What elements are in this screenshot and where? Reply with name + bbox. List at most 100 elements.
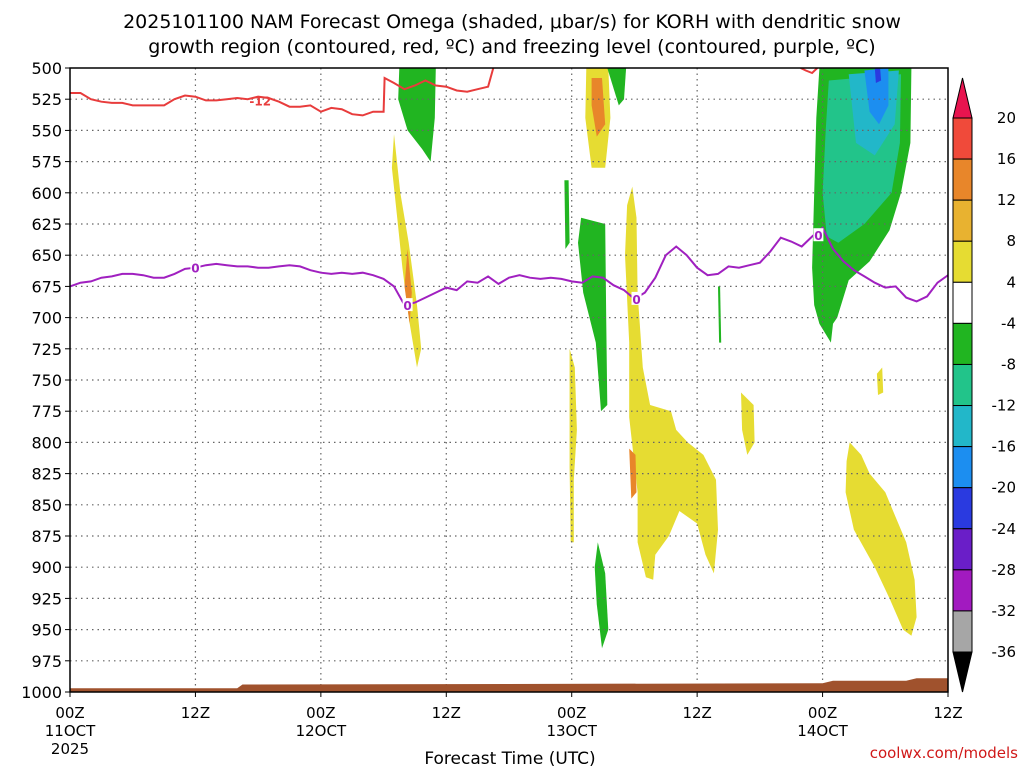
colorbar-box-5 xyxy=(952,322,973,365)
omega-region-yellow-right-day2 xyxy=(625,186,718,580)
xtick-date-24: 12OCT xyxy=(296,722,347,740)
ytick-label-775: 775 xyxy=(31,402,62,421)
credit-text: coolwx.com/models xyxy=(870,744,1018,762)
colorbar-label-12: -32 xyxy=(992,602,1017,620)
colorbar-label-6: -8 xyxy=(1001,355,1016,373)
xtick-label-48: 00Z xyxy=(557,704,586,722)
ytick-label-975: 975 xyxy=(31,652,62,671)
ytick-label-500: 500 xyxy=(31,59,62,78)
dgz-contour-line-2 xyxy=(800,68,818,75)
colorbar-label-8: -16 xyxy=(992,438,1017,456)
ytick-label-550: 550 xyxy=(31,121,62,140)
freezing-level-line xyxy=(70,226,948,307)
ytick-label-1000: 1000 xyxy=(21,683,62,702)
omega-region-yellow-small-day2 xyxy=(741,392,755,455)
colorbar-label-2: 12 xyxy=(997,191,1016,209)
xtick-label-60: 12Z xyxy=(682,704,711,722)
omega-region-green-top-day1 xyxy=(398,68,436,162)
ytick-label-575: 575 xyxy=(31,153,62,172)
title-line-1: 2025101100 NAM Forecast Omega (shaded, μ… xyxy=(123,11,901,33)
freezing-level-label-0: 0 xyxy=(191,262,199,276)
xtick-label-12: 12Z xyxy=(181,704,210,722)
omega-region-darkblue-day3 xyxy=(874,68,882,83)
ytick-label-825: 825 xyxy=(31,465,62,484)
terrain-fill xyxy=(70,678,948,692)
xtick-date-48: 13OCT xyxy=(546,722,597,740)
xtick-label-72: 00Z xyxy=(808,704,837,722)
colorbar-box-10 xyxy=(952,528,973,571)
ytick-label-875: 875 xyxy=(31,527,62,546)
colorbar-box-12 xyxy=(952,610,973,653)
freezing-label-bg-2 xyxy=(631,291,642,305)
ytick-label-850: 850 xyxy=(31,496,62,515)
dgz-contour-label: -12 xyxy=(249,95,271,109)
colorbar-box-4 xyxy=(952,281,973,324)
ytick-label-725: 725 xyxy=(31,340,62,359)
colorbar-label-1: 16 xyxy=(997,150,1016,168)
ytick-label-900: 900 xyxy=(31,558,62,577)
ytick-label-600: 600 xyxy=(31,184,62,203)
colorbar-box-0 xyxy=(952,117,973,160)
ytick-label-750: 750 xyxy=(31,371,62,390)
omega-region-green-thin-day2 xyxy=(564,180,570,249)
colorbar-box-9 xyxy=(952,487,973,530)
colorbar-box-2 xyxy=(952,199,973,242)
colorbar-label-0: 20 xyxy=(997,109,1016,127)
colorbar-label-4: 4 xyxy=(1006,273,1016,291)
title-line-2: growth region (contoured, red, ºC) and f… xyxy=(148,36,875,58)
omega-region-orange-lower-day2 xyxy=(629,448,637,499)
ytick-label-950: 950 xyxy=(31,621,62,640)
freezing-level-label-1: 0 xyxy=(403,299,411,313)
xtick-year-0: 2025 xyxy=(51,740,89,758)
colorbar-triangle-top xyxy=(952,77,973,119)
colorbar-box-7 xyxy=(952,405,973,448)
colorbar-box-6 xyxy=(952,363,973,407)
omega-region-orange-mid-day2 xyxy=(591,78,606,137)
colorbar-label-3: 8 xyxy=(1006,232,1016,250)
colorbar-box-8 xyxy=(952,446,973,489)
colorbar-label-13: -36 xyxy=(992,643,1017,661)
ytick-label-675: 675 xyxy=(31,277,62,296)
ytick-label-650: 650 xyxy=(31,246,62,265)
omega-region-green-thin-2-day2 xyxy=(718,286,722,343)
colorbar-label-7: -12 xyxy=(992,397,1017,415)
xtick-label-84: 12Z xyxy=(933,704,962,722)
x-axis-title: Forecast Time (UTC) xyxy=(424,749,595,768)
freezing-label-bg-3 xyxy=(813,228,824,242)
omega-region-green-lower-day2 xyxy=(594,542,609,649)
axes: 500 525 550 575 600 625 650 675 700 725 750 775 800 8… xyxy=(21,59,962,768)
dgz-contour-line xyxy=(70,68,495,117)
omega-region-green-small-day2 xyxy=(607,68,627,106)
ytick-label-700: 700 xyxy=(31,309,62,328)
colorbar: 20 16 12 8 4 -4 -8 -12 -16 -20 -24 -28 -32 -36 xyxy=(952,77,1017,693)
colorbar-label-10: -24 xyxy=(992,520,1017,538)
ytick-label-925: 925 xyxy=(31,589,62,608)
ytick-label-525: 525 xyxy=(31,90,62,109)
xtick-label-0: 00Z xyxy=(55,704,84,722)
colorbar-label-9: -20 xyxy=(992,479,1017,497)
xtick-label-36: 12Z xyxy=(432,704,461,722)
omega-region-yellow-band-day1 xyxy=(391,134,422,368)
xtick-label-24: 00Z xyxy=(306,704,335,722)
omega-region-yellow-left-day2 xyxy=(569,348,577,543)
omega-region-green-main-day2 xyxy=(578,217,608,412)
omega-region-yellow-small-day3 xyxy=(876,367,884,395)
xtick-date-72: 14OCT xyxy=(797,722,848,740)
freezing-level-label-2: 0 xyxy=(632,293,640,307)
colorbar-box-11 xyxy=(952,569,973,612)
colorbar-triangle-bottom xyxy=(952,651,973,693)
freezing-label-bg-1 xyxy=(402,298,413,312)
colorbar-label-11: -28 xyxy=(992,561,1017,579)
freezing-label-bg-0 xyxy=(190,260,201,274)
ytick-label-625: 625 xyxy=(31,215,62,234)
ytick-label-800: 800 xyxy=(31,433,62,452)
omega-region-yellow-lower-day3 xyxy=(845,442,917,636)
chart-title: 2025101100 NAM Forecast Omega (shaded, μ… xyxy=(123,11,901,58)
colorbar-label-5: -4 xyxy=(1001,314,1016,332)
omega-region-blue-day3 xyxy=(864,68,889,125)
freezing-level-label-3: 0 xyxy=(814,229,822,243)
plot-content: -12 0 0 0 0 xyxy=(70,68,948,692)
footer: coolwx.com/models xyxy=(870,744,1018,762)
colorbar-box-1 xyxy=(952,158,973,201)
